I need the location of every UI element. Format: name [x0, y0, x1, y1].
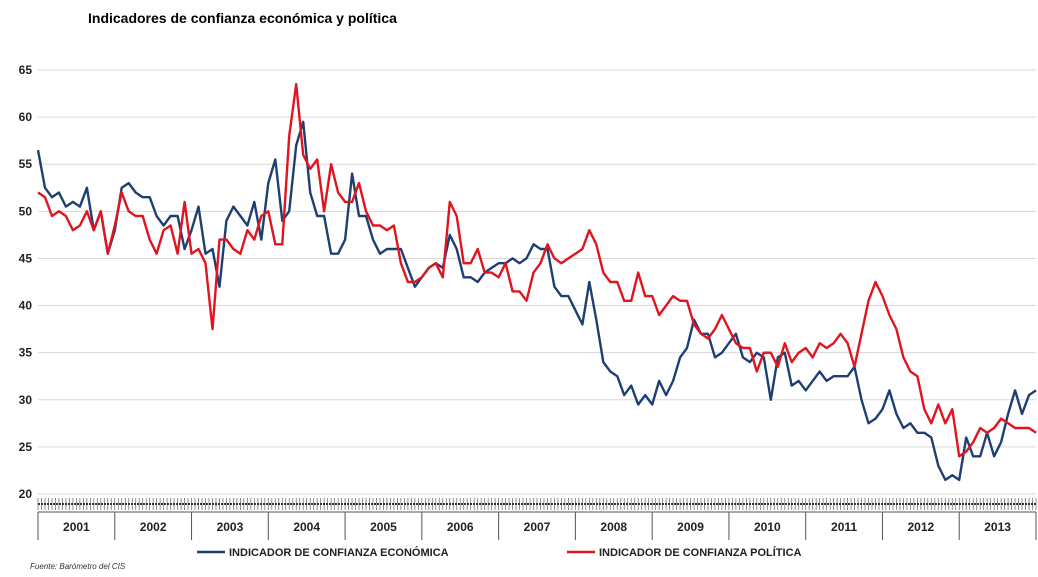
x-category-label: 2006: [447, 520, 474, 534]
y-tick-label: 40: [19, 299, 33, 313]
x-axis: 2001 2002 2003 2004 2005 2006 2007 2008 2009 2010…: [37, 498, 1037, 540]
x-category-label: 2011: [831, 520, 857, 534]
x-category-label: 2001: [63, 520, 90, 534]
x-category-label: 2004: [293, 520, 320, 534]
legend: INDICADOR DE CONFIANZA ECONÓMICA INDICADO…: [197, 546, 802, 559]
y-tick-label: 55: [19, 157, 33, 171]
x-category-label: 2002: [140, 520, 167, 534]
x-category-label: 2009: [677, 520, 704, 534]
x-category-label: 2007: [524, 520, 551, 534]
y-tick-label: 20: [19, 487, 33, 501]
y-tick-label: 45: [19, 251, 33, 265]
x-category-label: 2012: [907, 520, 934, 534]
gridlines: [38, 69, 1036, 495]
series-lines: [36, 82, 1037, 482]
y-tick-label: 50: [19, 204, 33, 218]
x-category-label: 2008: [600, 520, 627, 534]
x-category-label: 2003: [217, 520, 244, 534]
x-category-label: 2005: [370, 520, 397, 534]
y-tick-label: 30: [19, 393, 33, 407]
y-tick-label: 65: [19, 63, 33, 77]
y-tick-label: 60: [19, 110, 33, 124]
x-category-label: 2010: [754, 520, 781, 534]
legend-label: INDICADOR DE CONFIANZA POLÍTICA: [599, 546, 802, 559]
source-note: Fuente: Barómetro del CIS: [30, 562, 126, 571]
y-tick-label: 35: [19, 346, 33, 360]
y-axis-ticks: 20 25 30 35 40 45 50 55 60 65: [19, 63, 33, 501]
y-tick-label: 25: [19, 440, 33, 454]
chart-title: Indicadores de confianza económica y pol…: [88, 10, 397, 26]
series-line: [36, 120, 1037, 482]
series-line: [37, 82, 1037, 458]
legend-label: INDICADOR DE CONFIANZA ECONÓMICA: [229, 546, 449, 559]
x-category-label: 2013: [984, 520, 1011, 534]
